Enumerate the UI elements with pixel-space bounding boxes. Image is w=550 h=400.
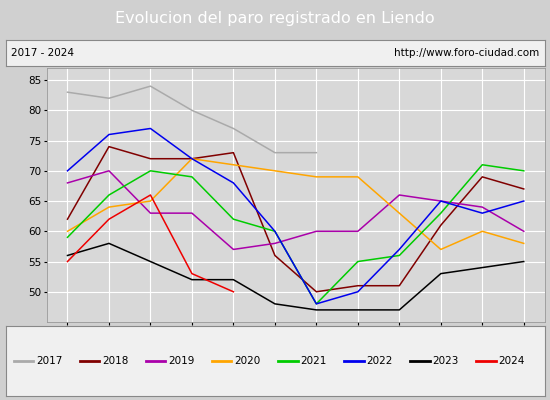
Text: http://www.foro-ciudad.com: http://www.foro-ciudad.com [394,48,539,58]
Text: 2018: 2018 [102,356,129,366]
Text: 2023: 2023 [432,356,459,366]
Text: 2020: 2020 [234,356,260,366]
Text: 2021: 2021 [300,356,327,366]
Text: 2024: 2024 [498,356,525,366]
Text: Evolucion del paro registrado en Liendo: Evolucion del paro registrado en Liendo [115,12,435,26]
Text: 2017 - 2024: 2017 - 2024 [11,48,74,58]
Text: 2017: 2017 [36,356,63,366]
Text: 2019: 2019 [168,356,195,366]
Text: 2022: 2022 [366,356,393,366]
